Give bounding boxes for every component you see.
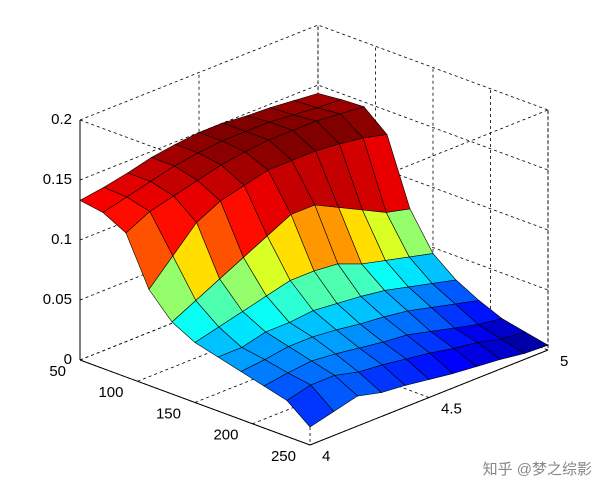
z-tick-label: 0.2 xyxy=(51,111,72,128)
x-tick-label: 250 xyxy=(271,448,296,465)
x-tick-label: 150 xyxy=(156,405,181,422)
x-tick-label: 200 xyxy=(213,427,238,444)
x-axis xyxy=(79,359,311,446)
watermark: 知乎 @梦之综影 xyxy=(483,461,592,478)
y-axis xyxy=(309,349,549,446)
x-tick-label: 100 xyxy=(98,384,123,401)
x-tick-label: 50 xyxy=(49,363,66,380)
z-tick-label: 0 xyxy=(64,351,72,368)
z-tick-label: 0.15 xyxy=(43,171,72,188)
grid-line xyxy=(79,84,549,181)
box-edge xyxy=(79,109,549,206)
surface-patch xyxy=(286,384,335,428)
y-tick-label: 4.5 xyxy=(441,400,462,417)
y-tick-label: 5 xyxy=(560,353,568,370)
grid-line xyxy=(79,24,549,121)
z-tick-label: 0.05 xyxy=(43,291,72,308)
y-tick-label: 4 xyxy=(322,448,330,465)
z-tick-label: 0.1 xyxy=(51,231,72,248)
